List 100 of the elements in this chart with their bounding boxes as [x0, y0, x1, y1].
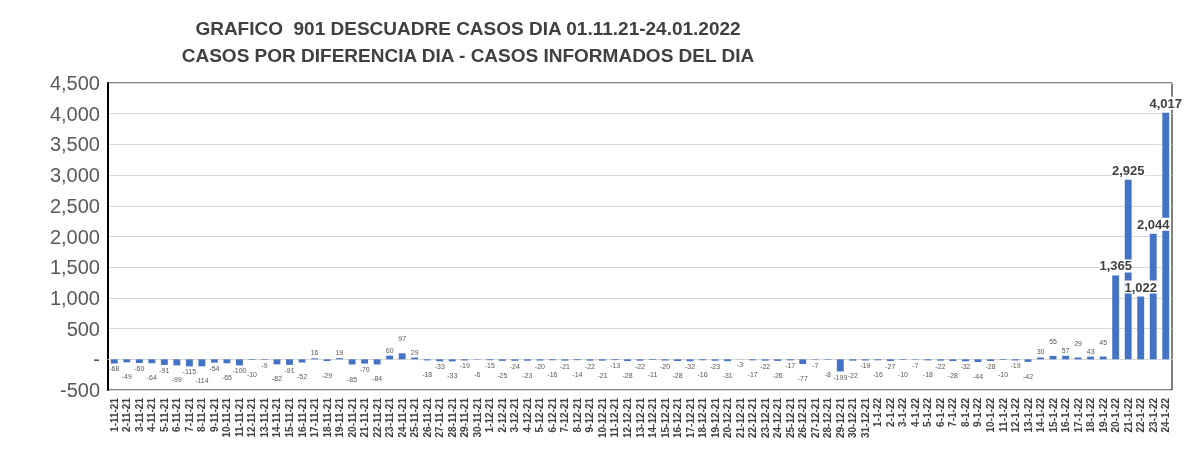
bar: [373, 359, 381, 365]
x-tick-label: 2-1-22: [884, 397, 896, 427]
x-tick-label: 9-12-21: [584, 397, 596, 433]
bar: [1112, 275, 1120, 360]
x-tick-label: 21-11-21: [359, 397, 371, 438]
bar: [799, 359, 807, 365]
x-tick-label: 24-11-21: [396, 397, 408, 438]
x-tick-label: 20-12-21: [722, 397, 734, 439]
x-tick-label: 16-12-21: [672, 397, 684, 439]
y-tick-label: 500: [66, 317, 100, 340]
bar: [436, 359, 444, 362]
y-tick-label: 1,500: [49, 256, 100, 279]
x-tick-label: 9-11-21: [208, 397, 220, 432]
x-tick-label: 7-12-21: [559, 397, 571, 433]
x-tick-label: 17-11-21: [309, 397, 321, 438]
x-tick-label: 18-1-22: [1085, 397, 1097, 433]
y-tick-label: 1,000: [49, 286, 100, 309]
y-tick-label: 3,000: [49, 164, 100, 187]
x-tick-label: 18-11-21: [321, 397, 333, 438]
x-tick-label: 12-12-21: [621, 397, 633, 439]
x-tick-label: 30-12-21: [847, 397, 859, 439]
bar: [1137, 296, 1145, 360]
x-tick-label: 19-12-21: [709, 397, 721, 439]
x-tick-label: 7-1-22: [947, 397, 959, 427]
x-tick-label: 1-12-21: [484, 397, 496, 433]
x-tick-label: 16-11-21: [296, 397, 308, 438]
x-tick-label: 9-1-22: [972, 397, 984, 427]
y-tick-label: 3,500: [49, 133, 100, 156]
bar: [1049, 355, 1057, 360]
bar: [123, 359, 131, 363]
data-label: 4,017: [1149, 95, 1183, 111]
x-tick-label: 17-1-22: [1072, 397, 1084, 433]
x-tick-label: 6-11-21: [171, 397, 183, 432]
y-tick-label: 2,000: [49, 225, 100, 248]
x-tick-label: 23-11-21: [384, 397, 396, 438]
bar: [160, 359, 168, 365]
bar: [135, 359, 143, 363]
x-tick-label: 25-12-21: [784, 397, 796, 439]
bar: [1024, 359, 1032, 362]
x-tick-label: 22-12-21: [747, 397, 759, 439]
x-tick-label: 11-12-21: [609, 397, 621, 438]
chart-subtitle: CASOS POR DIFERENCIA DIA - CASOS INFORMADOS DEL DIA: [181, 45, 755, 66]
x-tick-label: 11-11-21: [233, 397, 245, 437]
x-tick-label: 28-12-21: [822, 397, 834, 439]
x-tick-label: 13-11-21: [258, 397, 270, 438]
bar: [348, 359, 356, 365]
x-tick-label: 6-12-21: [546, 397, 558, 433]
x-tick-label: 2-11-21: [121, 397, 133, 432]
x-tick-label: 4-1-22: [909, 397, 921, 427]
x-tick-label: 23-12-21: [759, 397, 771, 439]
x-tick-label: 29-12-21: [834, 397, 846, 439]
x-tick-label: 20-1-22: [1110, 397, 1122, 433]
bar: [235, 359, 243, 366]
x-tick-label: 5-12-21: [534, 397, 546, 433]
bar: [974, 359, 982, 362]
bar: [198, 359, 206, 367]
bar: [836, 359, 844, 372]
x-tick-label: 18-12-21: [697, 397, 709, 439]
x-tick-label: 30-11-21: [471, 397, 483, 438]
x-tick-label: 5-11-21: [158, 397, 170, 432]
x-tick-label: 27-11-21: [434, 397, 446, 438]
x-tick-label: 31-12-21: [859, 397, 871, 439]
y-tick-label: -: [93, 348, 100, 371]
x-tick-label: 28-11-21: [446, 397, 458, 438]
x-tick-label: 23-1-22: [1147, 397, 1159, 433]
x-tick-label: 1-11-21: [108, 397, 120, 432]
x-tick-label: 26-11-21: [421, 397, 433, 438]
x-tick-label: 25-11-21: [409, 397, 421, 438]
x-tick-label: 6-1-22: [934, 397, 946, 427]
x-tick-label: 2-12-21: [496, 397, 508, 433]
x-tick-label: 7-11-21: [183, 397, 195, 432]
x-tick-label: 29-11-21: [459, 397, 471, 438]
x-tick-label: 12-1-22: [1010, 397, 1022, 433]
x-tick-label: 13-12-21: [634, 397, 646, 439]
bar: [185, 359, 193, 367]
x-tick-label: 19-1-22: [1097, 397, 1109, 433]
x-tick-label: 12-11-21: [246, 397, 258, 438]
bar: [361, 359, 369, 364]
x-tick-label: 5-1-22: [922, 397, 934, 427]
y-tick-label: 4,500: [49, 72, 100, 94]
data-label: 2,044: [1136, 216, 1171, 232]
chart-title: GRAFICO 901 DESCUADRE CASOS DIA 01.11.21-24.01.2022: [195, 18, 741, 39]
x-tick-label: 22-11-21: [371, 397, 383, 438]
x-tick-label: 1-1-22: [872, 397, 884, 427]
x-tick-label: 26-12-21: [797, 397, 809, 439]
bar: [398, 353, 406, 360]
x-tick-label: 14-11-21: [271, 397, 283, 438]
bar: [173, 359, 181, 366]
x-tick-label: 15-1-22: [1047, 397, 1059, 433]
x-tick-label: 10-1-22: [984, 397, 996, 433]
x-tick-label: 13-1-22: [1022, 397, 1034, 433]
bar: [223, 359, 231, 364]
x-tick-label: 20-11-21: [346, 397, 358, 438]
x-tick-label: 11-1-22: [997, 397, 1009, 432]
x-tick-label: 16-1-22: [1060, 397, 1072, 433]
x-tick-label: 4-12-21: [521, 397, 533, 433]
x-tick-label: 24-12-21: [772, 397, 784, 439]
bar: [110, 359, 118, 364]
bar: [448, 359, 456, 362]
x-tick-label: 15-12-21: [659, 397, 671, 439]
